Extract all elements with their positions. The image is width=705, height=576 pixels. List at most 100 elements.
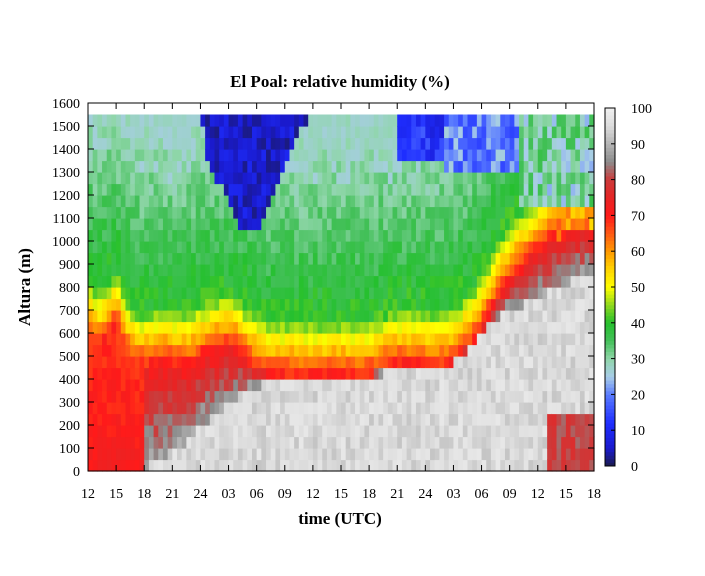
heatmap-cell <box>233 298 239 311</box>
heatmap-cell <box>448 321 455 334</box>
heatmap-cell <box>130 356 136 369</box>
heatmap-cell <box>575 160 581 173</box>
heatmap-cell <box>430 126 436 139</box>
colorbar-segment <box>605 415 615 420</box>
heatmap-cell <box>519 448 525 461</box>
heatmap-cell <box>153 379 159 392</box>
heatmap-cell <box>579 195 586 208</box>
heatmap-cell <box>228 333 234 346</box>
heatmap-cell <box>392 379 398 392</box>
x-tick-label: 24 <box>193 487 207 502</box>
heatmap-cell <box>214 183 220 196</box>
heatmap-cell <box>181 413 187 426</box>
heatmap-cell <box>242 275 248 288</box>
heatmap-cell <box>312 367 319 380</box>
heatmap-cell <box>495 172 501 185</box>
heatmap-cell <box>378 448 384 461</box>
heatmap-cell <box>420 172 426 185</box>
heatmap-cell <box>378 160 384 173</box>
heatmap-cell <box>383 229 389 242</box>
heatmap-cell <box>542 436 548 449</box>
heatmap-cell <box>205 183 211 196</box>
heatmap-cell <box>387 195 394 208</box>
heatmap-cell <box>209 333 216 346</box>
heatmap-cell <box>556 436 562 449</box>
heatmap-cell <box>177 137 183 150</box>
heatmap-cell <box>228 321 234 334</box>
heatmap-cell <box>514 344 520 357</box>
heatmap-cell <box>172 459 178 472</box>
heatmap-cell <box>392 344 398 357</box>
heatmap-cell <box>364 390 370 403</box>
heatmap-cell <box>106 241 113 254</box>
heatmap-cell <box>270 367 277 380</box>
heatmap-cell <box>364 241 370 254</box>
heatmap-cell <box>490 333 497 346</box>
heatmap-cell <box>125 379 131 392</box>
heatmap-cell <box>490 229 497 242</box>
heatmap-cell <box>125 114 131 127</box>
heatmap-cell <box>134 241 141 254</box>
heatmap-cell <box>551 126 558 139</box>
heatmap-cell <box>331 344 337 357</box>
heatmap-cell <box>495 241 501 254</box>
heatmap-cell <box>191 321 197 334</box>
heatmap-cell <box>139 413 145 426</box>
heatmap-cell <box>392 160 398 173</box>
heatmap-cell <box>387 172 394 185</box>
heatmap-cell <box>406 183 412 196</box>
heatmap-cell <box>162 459 169 472</box>
heatmap-cell <box>153 114 159 127</box>
heatmap-cell <box>486 183 492 196</box>
heatmap-cell <box>519 218 525 231</box>
heatmap-cell <box>434 241 440 254</box>
heatmap-cell <box>294 459 300 472</box>
heatmap-cell <box>355 413 361 426</box>
heatmap-cell <box>467 402 473 415</box>
heatmap-cell <box>223 459 230 472</box>
heatmap-cell <box>251 333 258 346</box>
heatmap-cell <box>331 264 337 277</box>
heatmap-cell <box>434 218 440 231</box>
heatmap-cell <box>467 126 473 139</box>
heatmap-cell <box>523 390 530 403</box>
heatmap-cell <box>181 241 187 254</box>
heatmap-cell <box>495 126 501 139</box>
heatmap-cell <box>317 333 323 346</box>
heatmap-cell <box>453 448 459 461</box>
heatmap-cell <box>378 310 384 323</box>
heatmap-cell <box>280 402 286 415</box>
heatmap-cell <box>219 160 225 173</box>
heatmap-cell <box>134 321 141 334</box>
y-axis: 0100200300400500600700800900100011001200… <box>52 97 594 480</box>
heatmap-cell <box>350 241 356 254</box>
heatmap-cell <box>486 344 492 357</box>
heatmap-cell <box>448 333 455 346</box>
heatmap-cell <box>523 287 530 300</box>
heatmap-cell <box>528 333 534 346</box>
heatmap-cell <box>350 390 356 403</box>
heatmap-cell <box>369 275 375 288</box>
heatmap-cell <box>195 218 202 231</box>
heatmap-cell <box>500 402 506 415</box>
heatmap-cell <box>453 137 459 150</box>
heatmap-cell <box>345 367 351 380</box>
heatmap-cell <box>303 160 309 173</box>
heatmap-cell <box>326 448 333 461</box>
heatmap-cell <box>97 436 103 449</box>
heatmap-cell <box>139 298 145 311</box>
heatmap-cell <box>247 114 253 127</box>
heatmap-cell <box>247 402 253 415</box>
heatmap-cell <box>570 367 576 380</box>
heatmap-cell <box>153 149 159 162</box>
heatmap-cell <box>514 367 520 380</box>
heatmap-cell <box>458 183 464 196</box>
heatmap-cell <box>172 195 178 208</box>
heatmap-cell <box>144 344 150 357</box>
heatmap-cell <box>125 425 131 438</box>
heatmap-cell <box>430 379 436 392</box>
colorbar-segment <box>605 462 615 467</box>
heatmap-cell <box>266 402 272 415</box>
heatmap-cell <box>584 448 590 461</box>
heatmap-cell <box>476 229 483 242</box>
